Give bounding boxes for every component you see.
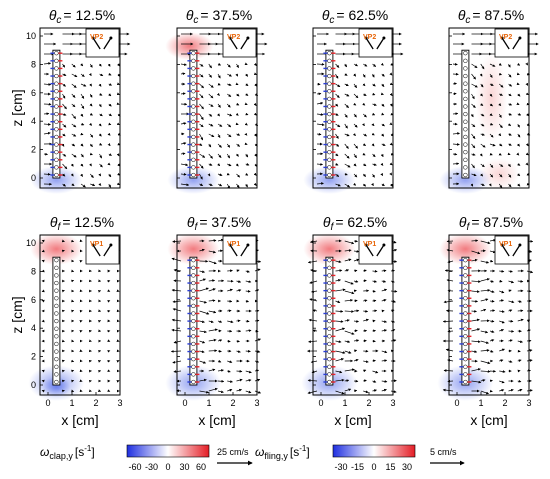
row0-ylabel: z [cm] <box>9 89 25 126</box>
xtick-c2-2: 2 <box>366 398 371 408</box>
ytick-r1-5: 10 <box>26 238 36 248</box>
panel-r0-c2: VP2 <box>303 27 404 194</box>
panel-r0-c1: VP2 <box>165 27 268 194</box>
colorbar-fling: ωfling,y [s-1] -30 -15 0 15 30 5 cm/s <box>255 444 465 472</box>
ytick-r0-4: 8 <box>31 59 36 69</box>
panel-frame-r1-c1 <box>176 234 258 396</box>
panel-r1-c3: VP1 <box>437 233 534 401</box>
ytick-r1-0: 0 <box>31 380 36 390</box>
colorbar0-tick-3: 30 <box>179 462 189 472</box>
ytick-r1-3: 6 <box>31 295 36 305</box>
colorbar-fling-scale-label: 5 cm/s <box>430 447 457 457</box>
inset-label-r1-c0: VP1 <box>90 241 103 248</box>
colorbar0-tick-4: 60 <box>196 462 206 472</box>
inset-label-r0-c3: VP2 <box>499 34 512 41</box>
colorbar-fling-label: ωfling,y [s-1] <box>255 444 310 461</box>
inset-r1-c1 <box>222 235 257 265</box>
panel-frame-r0-c1 <box>176 27 258 189</box>
ytick-r1-1: 2 <box>31 352 36 362</box>
xtick-c3-0: 0 <box>454 398 459 408</box>
panel-title-r1-c2: θf = 62.5% <box>323 214 387 233</box>
xtick-c1-3: 3 <box>254 398 259 408</box>
panel-title-r1-c0: θf = 12.5% <box>50 214 114 233</box>
quiver-r1-c3 <box>442 238 534 395</box>
panel-title-r1-c3: θf = 87.5% <box>459 214 523 233</box>
panel-frame-r0-c2 <box>312 27 394 189</box>
xtick-c0-2: 2 <box>93 398 98 408</box>
inset-label-r1-c1: VP1 <box>227 241 240 248</box>
panel-frame-r0-c0 <box>39 27 121 189</box>
panels-layer: VP2 VP2 VP2 VP2 VP1 VP1 VP1 VP1 <box>28 27 539 401</box>
xtick-c2-1: 1 <box>342 398 347 408</box>
xtick-c0-1: 1 <box>69 398 74 408</box>
ytick-r0-2: 4 <box>31 116 36 126</box>
row1-ylabel: z [cm] <box>9 296 25 333</box>
panel-frame-r1-c3 <box>448 234 530 396</box>
colorbar0-tick-0: -60 <box>128 462 141 472</box>
inset-label-r0-c1: VP2 <box>227 34 240 41</box>
inset-label-r0-c0: VP2 <box>90 34 103 41</box>
inset-r0-c0 <box>85 28 120 58</box>
panel-frame-r0-c3 <box>448 27 530 189</box>
xtick-c3-2: 2 <box>502 398 507 408</box>
xtick-c2-3: 3 <box>390 398 395 408</box>
ytick-r0-1: 2 <box>31 145 36 155</box>
colorbar-fling-gradient <box>332 444 416 458</box>
colorbar1-tick-1: -15 <box>351 462 364 472</box>
xlabel-c2: x [cm] <box>334 412 371 428</box>
colorbar-clap-gradient <box>126 444 210 458</box>
inset-r0-c3 <box>494 28 529 58</box>
inset-r1-c2 <box>358 235 393 265</box>
xlabel-c3: x [cm] <box>470 412 507 428</box>
xtick-c1-0: 0 <box>182 398 187 408</box>
ytick-r1-2: 4 <box>31 323 36 333</box>
inset-r1-c3 <box>494 235 529 265</box>
panel-title-r0-c1: θc = 37.5% <box>186 7 252 26</box>
ytick-r1-4: 8 <box>31 266 36 276</box>
xlabel-c0: x [cm] <box>61 412 98 428</box>
colorbar1-tick-2: 0 <box>371 462 376 472</box>
colorbar1-tick-0: -30 <box>334 462 347 472</box>
inset-r0-c2 <box>358 28 393 58</box>
colorbar-clap-label: ωclap,y [s-1] <box>40 444 95 461</box>
xtick-c2-0: 0 <box>318 398 323 408</box>
xlabel-c1: x [cm] <box>198 412 235 428</box>
inset-r1-c0 <box>85 235 120 265</box>
xtick-c0-3: 3 <box>117 398 122 408</box>
panel-r0-c0: VP2 <box>30 27 131 194</box>
panel-title-r0-c3: θc = 87.5% <box>458 7 524 26</box>
panel-r1-c0: VP1 <box>28 233 121 401</box>
colorbar-clap: ωclap,y [s-1] -60 -30 0 30 60 25 cm/s <box>40 444 253 472</box>
xtick-c0-0: 0 <box>45 398 50 408</box>
panel-r0-c3: VP2 <box>439 27 539 194</box>
panel-title-r0-c0: θc = 12.5% <box>49 7 115 26</box>
xtick-c1-1: 1 <box>206 398 211 408</box>
panel-r1-c1: VP1 <box>165 233 262 401</box>
panel-title-r0-c2: θc = 62.5% <box>322 7 388 26</box>
panel-title-r1-c1: θf = 37.5% <box>187 214 251 233</box>
xtick-c3-1: 1 <box>478 398 483 408</box>
inset-r0-c1 <box>222 28 257 58</box>
panel-frame-r1-c2 <box>312 234 394 396</box>
colorbar1-tick-3: 15 <box>385 462 395 472</box>
xtick-c1-2: 2 <box>230 398 235 408</box>
colorbar0-tick-2: 0 <box>165 462 170 472</box>
ytick-r0-0: 0 <box>31 173 36 183</box>
colorbar-clap-scale-label: 25 cm/s <box>217 447 249 457</box>
panel-frame-r1-c0 <box>39 234 121 396</box>
panel-r1-c2: VP1 <box>301 233 398 401</box>
inset-label-r1-c2: VP1 <box>363 241 376 248</box>
xtick-c3-3: 3 <box>526 398 531 408</box>
colorbar0-tick-1: -30 <box>145 462 158 472</box>
inset-label-r0-c2: VP2 <box>363 34 376 41</box>
ytick-r0-5: 10 <box>26 31 36 41</box>
colorbar1-tick-4: 30 <box>402 462 412 472</box>
ytick-r0-3: 6 <box>31 88 36 98</box>
inset-label-r1-c3: VP1 <box>499 241 512 248</box>
